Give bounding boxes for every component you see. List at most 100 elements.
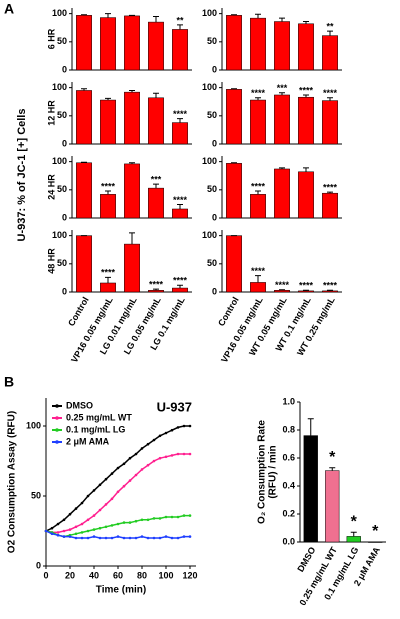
y-tick-label: 100 [52,230,67,240]
y-tick-label: 100 [202,230,217,240]
error-bar [303,289,309,291]
bar [226,163,242,219]
x-axis-label: Time (min) [96,585,146,596]
error-bar [327,97,333,101]
bar [250,17,266,71]
error-bar [327,30,333,36]
y-tick-label: 100 [52,82,67,92]
point [68,528,72,531]
point [170,536,174,540]
y-tick-label: 100 [202,156,217,166]
y-tick-label: 50 [31,490,41,500]
y-axis-label: (RFU) / min [268,445,279,498]
bar [172,287,188,293]
point [140,468,144,471]
point [110,536,114,540]
point [98,536,102,540]
y-tick-label: 100 [26,420,41,430]
point [128,521,132,524]
bar [298,171,314,219]
bar [172,29,188,71]
point [56,531,60,534]
error-bar [327,191,333,194]
point [146,463,150,467]
significance-label: **** [101,181,116,191]
point [56,533,60,537]
panel-letter: B [4,374,14,390]
significance-label: ** [176,15,184,25]
point [182,424,186,428]
point [182,514,186,517]
bar [172,208,188,219]
bar [100,17,116,71]
point [146,442,150,446]
point [122,484,126,488]
y-tick-label: 0 [212,138,217,148]
significance-label: **** [299,85,314,95]
error-bar [153,15,159,23]
point [116,535,120,538]
significance-label: **** [101,268,116,278]
point [152,517,156,520]
error-bar [231,88,237,90]
legend-swatch [55,440,59,444]
row-label: 6 HR [46,28,56,49]
error-bar [81,161,87,163]
point [62,535,66,538]
error-bar [105,190,111,195]
point [158,517,162,520]
point [140,518,144,522]
x-tick-label: Control [66,295,91,328]
point [134,519,138,523]
y-tick-label: 0.4 [282,480,295,490]
significance-label: * [372,523,379,540]
legend-label: 0.1 mg/mL LG [66,424,125,434]
point [74,525,78,529]
error-bar [81,14,87,16]
point [68,512,72,516]
point [92,535,96,538]
point [164,535,168,538]
bar [274,168,290,219]
point [110,524,114,527]
bar [346,536,361,543]
y-tick-label: 0.0 [282,536,295,546]
point [62,518,66,522]
error-bar [177,203,183,209]
error-bar [279,289,285,291]
significance-label: **** [173,276,188,286]
point [152,536,156,540]
error-bar [303,94,309,98]
point [170,454,174,457]
y-axis-label: O2 Consumption Assay (RFU) [7,411,18,553]
x-tick-label: 120 [182,570,197,580]
significance-label: **** [275,280,290,290]
point [176,426,180,429]
point [182,535,186,538]
point [170,515,174,519]
error-bar [153,288,159,291]
row-label: 12 HR [46,100,56,126]
point [188,452,192,456]
bar [322,35,338,71]
significance-label: ** [326,21,334,31]
bar [76,235,92,293]
error-bar [105,13,111,18]
legend-swatch [55,428,59,432]
error-bar [153,183,159,189]
bar [325,470,340,543]
series-line [45,453,190,534]
error-bar [177,284,183,289]
y-tick-label: 100 [202,8,217,18]
bar [124,243,140,293]
error-bar [177,118,183,123]
y-tick-label: 50 [207,258,217,268]
point [86,518,90,522]
bar [76,90,92,145]
error-bar [307,418,314,436]
point [152,438,156,442]
bar [298,96,314,145]
point [170,428,174,432]
point [146,518,150,522]
